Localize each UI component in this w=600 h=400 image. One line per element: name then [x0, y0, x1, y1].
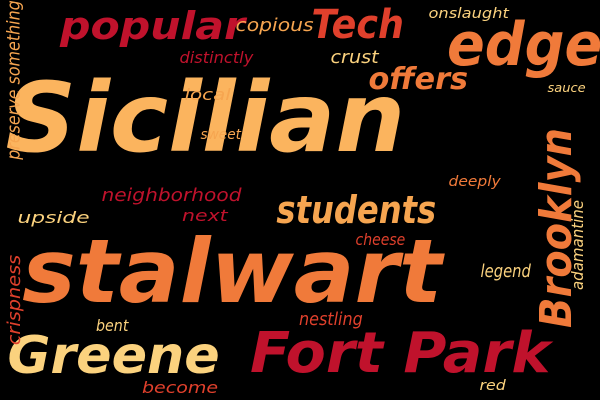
word-next: next	[182, 206, 228, 225]
word-nestling: nestling	[298, 309, 363, 330]
word-sauce: sauce	[546, 81, 586, 95]
word-offers: offers	[368, 62, 468, 97]
word-stalwart: stalwart	[22, 220, 443, 323]
word-crispness: crispness	[4, 254, 26, 346]
word-distinctly: distinctly	[178, 48, 253, 67]
word-fort-park: Fort Park	[249, 321, 551, 386]
word-local: local	[183, 85, 231, 104]
word-onslaught: onslaught	[427, 6, 509, 22]
word-neighborhood: neighborhood	[100, 185, 242, 206]
word-preserve-something: preserve something	[2, 0, 24, 160]
word-become: become	[141, 378, 219, 397]
word-bent: bent	[96, 316, 129, 335]
word-cheese: cheese	[354, 230, 405, 249]
word-sicilian: Sicilian	[5, 62, 405, 174]
word-red: red	[478, 378, 506, 394]
word-upside: upside	[16, 208, 90, 227]
word-edge: edge	[446, 10, 600, 80]
word-crust: crust	[329, 47, 379, 68]
word-deeply: deeply	[447, 174, 501, 190]
word-popular: popular	[59, 4, 245, 48]
word-adamantine: adamantine	[568, 199, 587, 291]
word-copious: copious	[235, 15, 314, 36]
word-sweet: sweet	[199, 127, 241, 143]
word-tech: Tech	[311, 2, 404, 48]
word-greene: Greene	[6, 326, 220, 386]
word-students: students	[275, 188, 436, 232]
word-legend: legend	[480, 261, 531, 282]
